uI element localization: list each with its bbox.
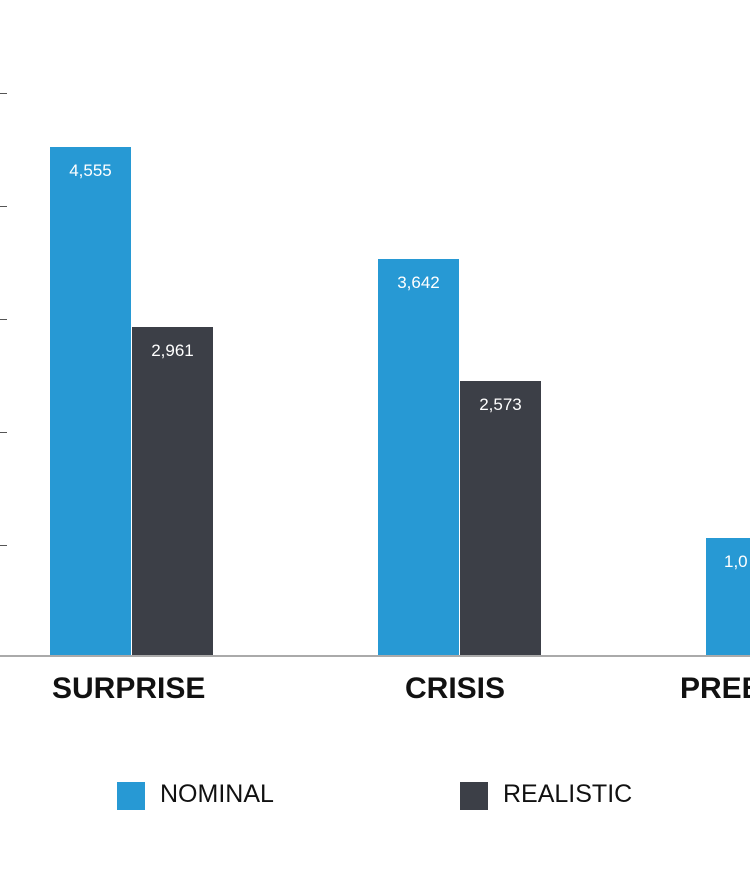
legend-label-realistic: REALISTIC: [503, 780, 633, 808]
legend-swatch-realistic: [460, 782, 488, 810]
bar-crisis-nominal: 3,642: [378, 259, 459, 656]
category-label-surprise: SURPRISE: [52, 672, 206, 705]
y-tick-3000: [0, 319, 7, 320]
bar-surprise-realistic: 2,961: [132, 327, 213, 656]
bar-value-label: 4,555: [69, 161, 112, 180]
bar-value-label: 2,573: [479, 395, 522, 414]
category-label-preb: PREB: [680, 672, 750, 705]
y-tick-2000: [0, 432, 7, 433]
bar-crisis-realistic: 2,573: [460, 381, 541, 656]
bar-value-label: 3,642: [397, 273, 440, 292]
legend-swatch-nominal: [117, 782, 145, 810]
x-axis-baseline: [0, 655, 750, 657]
bar-surprise-nominal: 4,555: [50, 147, 131, 656]
bar-value-label: 2,961: [151, 341, 194, 360]
bar-value-label: 1,0: [724, 552, 748, 571]
y-tick-5000: [0, 93, 7, 94]
legend-label-nominal: NOMINAL: [160, 780, 274, 808]
bar-preb-nominal: 1,0: [706, 538, 750, 656]
y-tick-4000: [0, 206, 7, 207]
y-tick-1000: [0, 545, 7, 546]
category-label-crisis: CRISIS: [405, 672, 506, 705]
